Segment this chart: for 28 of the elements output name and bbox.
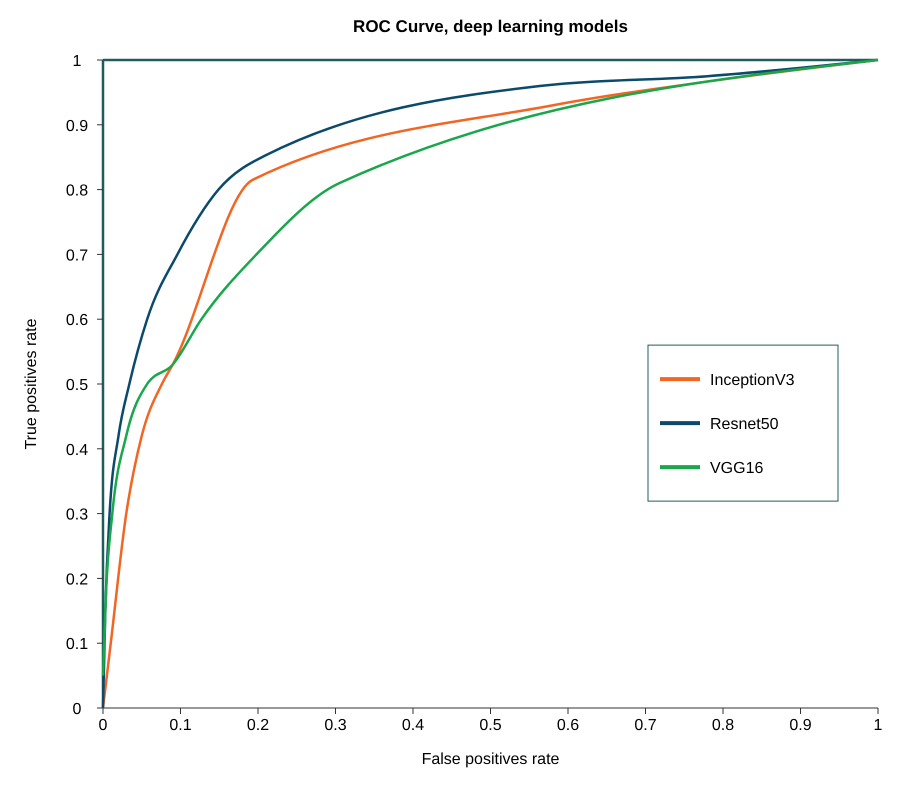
y-tick-label: 0 [72, 701, 82, 718]
legend-label: InceptionV3 [710, 372, 795, 390]
y-axis-title: True positives rate [23, 318, 40, 450]
x-tick-label: 0.2 [246, 717, 270, 734]
y-tick-label: 0.4 [66, 442, 88, 459]
y-tick-label: 0.7 [66, 247, 88, 264]
x-axis-title: False positives rate [422, 751, 560, 768]
x-tick-label: 0.3 [324, 717, 347, 734]
x-tick-label: 0.4 [402, 717, 424, 734]
legend-label: Resnet50 [710, 416, 779, 434]
x-tick-label: 0.8 [712, 717, 734, 734]
legend-label: VGG16 [710, 460, 764, 478]
x-tick-label: 0.5 [479, 717, 502, 734]
y-tick-label: 0.5 [66, 377, 88, 394]
chart-title: ROC Curve, deep learning models [353, 17, 628, 36]
x-tick-label: 0.7 [634, 717, 657, 734]
x-tick-label: 1 [874, 717, 883, 734]
x-tick-label: 0.9 [789, 717, 812, 734]
x-tick-label: 0.1 [169, 717, 192, 734]
y-tick-label: 0.1 [66, 636, 88, 654]
y-tick-label: 0.6 [66, 312, 88, 330]
y-tick-label: 0.8 [66, 182, 88, 200]
y-tick-label: 0.3 [66, 506, 88, 524]
y-tick-label: 0.2 [66, 571, 88, 588]
y-tick-label: 0.9 [66, 118, 88, 135]
x-tick-label: 0.6 [556, 717, 580, 734]
y-tick-label: 1 [72, 53, 82, 70]
x-tick-label: 0 [98, 717, 108, 734]
